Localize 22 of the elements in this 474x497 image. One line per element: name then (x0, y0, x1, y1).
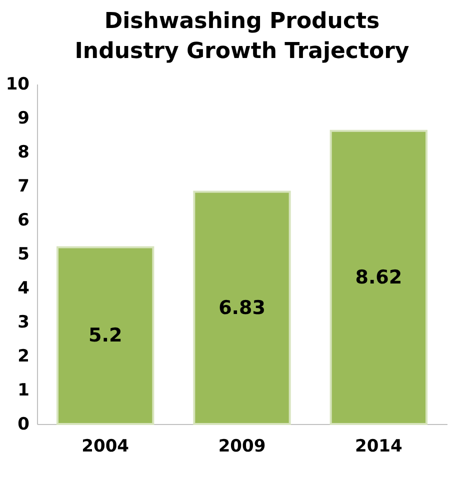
y-tick-label: 10 (6, 74, 30, 94)
y-tick-label: 9 (18, 108, 30, 128)
x-tick-label: 2014 (355, 436, 402, 456)
x-tick-label: 2009 (218, 436, 266, 456)
bar (330, 130, 428, 425)
data-label: 8.62 (355, 266, 402, 288)
text: Industry Growth Trajectory (74, 39, 410, 64)
data-label: 6.83 (218, 296, 266, 319)
y-tick-label: 1 (18, 380, 30, 400)
y-tick-label: 3 (18, 312, 30, 332)
text: Dishwashing Products (104, 9, 380, 34)
x-tick-label: 2004 (82, 436, 130, 456)
bar (193, 190, 291, 425)
y-tick-label: 0 (18, 414, 30, 434)
y-tick-label: 2 (18, 346, 30, 366)
y-tick-label: 7 (18, 176, 30, 196)
y-tick-label: 4 (18, 278, 30, 298)
y-tick-label: 8 (18, 142, 30, 162)
data-label: 5.2 (88, 324, 122, 347)
y-tick-label: 5 (18, 244, 30, 264)
y-tick-label: 6 (18, 210, 30, 230)
bar (56, 246, 154, 425)
